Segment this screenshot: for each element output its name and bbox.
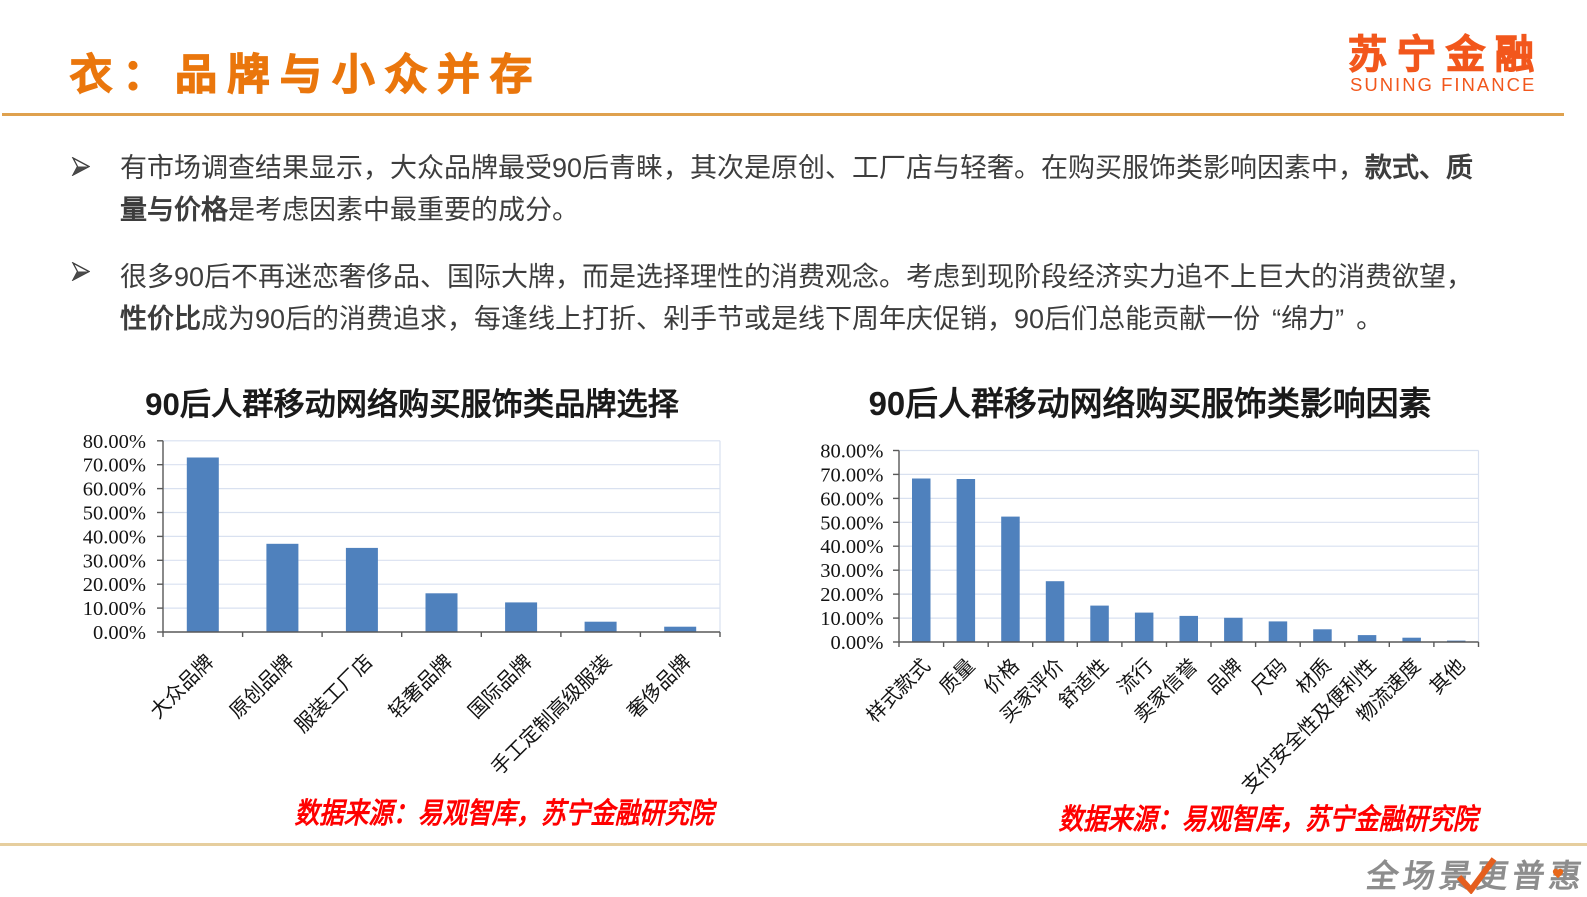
svg-text:轻奢品牌: 轻奢品牌 xyxy=(384,650,457,723)
svg-text:50.00%: 50.00% xyxy=(820,512,883,534)
svg-text:50.00%: 50.00% xyxy=(83,503,146,525)
svg-text:20.00%: 20.00% xyxy=(820,584,883,606)
svg-text:品牌: 品牌 xyxy=(1202,654,1247,699)
svg-text:国际品牌: 国际品牌 xyxy=(464,650,537,723)
svg-text:80.00%: 80.00% xyxy=(83,431,146,453)
svg-text:尺码: 尺码 xyxy=(1248,655,1292,699)
svg-text:0.00%: 0.00% xyxy=(831,632,884,654)
svg-text:样式款式: 样式款式 xyxy=(862,654,935,727)
svg-text:40.00%: 40.00% xyxy=(820,536,883,558)
svg-text:70.00%: 70.00% xyxy=(820,464,883,486)
svg-text:奢侈品牌: 奢侈品牌 xyxy=(623,650,696,723)
svg-text:质量: 质量 xyxy=(935,654,980,699)
svg-text:70.00%: 70.00% xyxy=(83,455,146,477)
svg-text:60.00%: 60.00% xyxy=(820,488,883,510)
svg-text:60.00%: 60.00% xyxy=(83,479,146,501)
svg-text:80.00%: 80.00% xyxy=(820,441,883,463)
svg-text:40.00%: 40.00% xyxy=(83,526,146,548)
svg-text:10.00%: 10.00% xyxy=(83,598,146,620)
svg-text:服装工厂店: 服装工厂店 xyxy=(290,650,377,737)
svg-text:大众品牌: 大众品牌 xyxy=(146,650,219,723)
svg-text:30.00%: 30.00% xyxy=(83,550,146,572)
svg-text:30.00%: 30.00% xyxy=(820,560,883,582)
svg-text:10.00%: 10.00% xyxy=(820,608,883,630)
svg-text:其他: 其他 xyxy=(1425,654,1470,699)
svg-text:舒适性: 舒适性 xyxy=(1054,654,1113,713)
svg-text:20.00%: 20.00% xyxy=(83,574,146,596)
svg-text:0.00%: 0.00% xyxy=(93,622,146,644)
svg-text:原创品牌: 原创品牌 xyxy=(225,650,298,723)
